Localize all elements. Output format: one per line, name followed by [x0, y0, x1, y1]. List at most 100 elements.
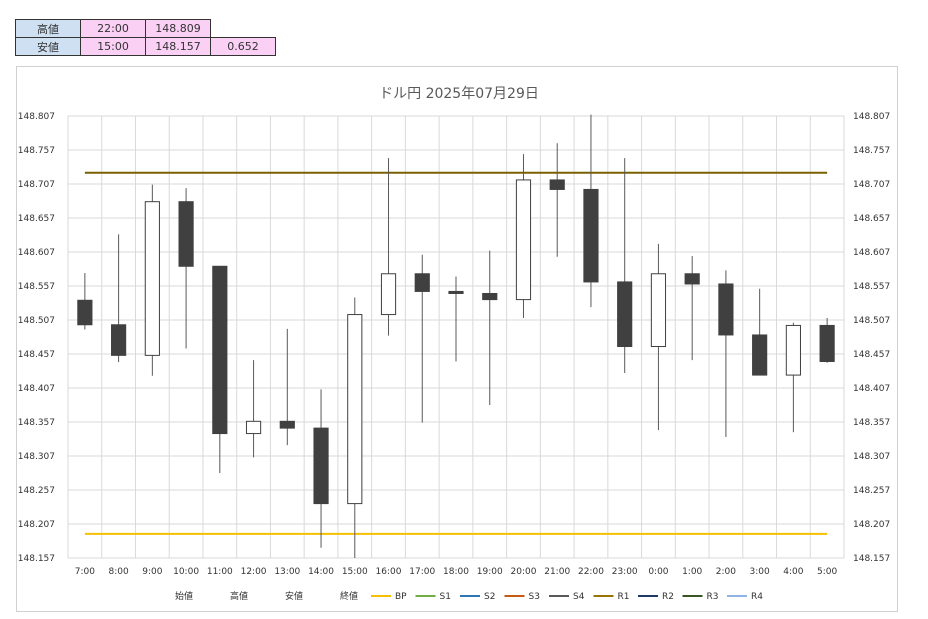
legend-text-item: 始値 [175, 590, 193, 602]
legend-label-r2: R2 [662, 592, 674, 602]
legend-label-s2: S2 [484, 592, 495, 602]
x-tick-label: 7:00 [75, 567, 95, 577]
candle-body-up [347, 314, 363, 505]
candle-body-up [785, 324, 801, 376]
y-tick-label-right: 148.207 [853, 520, 890, 530]
y-tick-label-left: 148.307 [18, 452, 55, 462]
low-value: 148.157 [145, 37, 211, 56]
candle-body-down [212, 265, 228, 435]
y-tick-label-right: 148.307 [853, 452, 890, 462]
candle-body-up [245, 420, 262, 435]
legend-label-s3: S3 [529, 592, 540, 602]
x-tick-label: 0:00 [648, 567, 668, 577]
candle-body-up [515, 179, 532, 301]
y-tick-label-left: 148.157 [18, 554, 55, 564]
y-tick-label-right: 148.157 [853, 554, 890, 564]
x-tick-label: 22:00 [578, 567, 604, 577]
y-tick-label-left: 148.407 [18, 384, 55, 394]
high-time: 22:00 [80, 19, 146, 38]
x-tick-label: 14:00 [308, 567, 334, 577]
x-tick-label: 21:00 [544, 567, 570, 577]
y-tick-label-left: 148.207 [18, 520, 55, 530]
legend-label-r3: R3 [707, 592, 719, 602]
chart-title: ドル円 2025年07月29日 [379, 86, 539, 102]
x-tick-label: 19:00 [477, 567, 503, 577]
x-tick-label: 13:00 [274, 567, 300, 577]
range-value: 0.652 [210, 37, 276, 56]
y-tick-label-right: 148.707 [853, 180, 890, 190]
legend-text-item: 終値 [340, 590, 358, 602]
legend-text-item: 安値 [285, 590, 303, 602]
candle-body-up [144, 201, 160, 356]
legend-label-bp: BP [395, 592, 407, 602]
y-tick-label-right: 148.607 [853, 248, 890, 258]
x-tick-label: 17:00 [409, 567, 435, 577]
candlestick-chart: ドル円 2025年07月29日 148.807 148.807 148.757 148… [18, 86, 890, 602]
candle-body-down [279, 420, 295, 429]
candle-body-down [583, 188, 599, 283]
candle-body-down [178, 201, 194, 267]
x-tick-label: 1:00 [682, 567, 702, 577]
x-tick-label: 23:00 [612, 567, 638, 577]
x-tick-label: 20:00 [511, 567, 537, 577]
x-tick-label: 12:00 [241, 567, 267, 577]
y-tick-label-left: 148.757 [18, 146, 55, 156]
y-tick-label-left: 148.607 [18, 248, 55, 258]
x-tick-label: 9:00 [142, 567, 162, 577]
legend-label-r1: R1 [618, 592, 630, 602]
y-tick-label-left: 148.807 [18, 112, 55, 122]
candle-body-down [684, 273, 700, 285]
x-tick-label: 4:00 [783, 567, 803, 577]
candle-body-down [313, 427, 329, 505]
x-tick-label: 11:00 [207, 567, 233, 577]
empty-cell [211, 20, 276, 38]
y-tick-label-right: 148.807 [853, 112, 890, 122]
x-tick-label: 16:00 [376, 567, 402, 577]
y-tick-label-left: 148.257 [18, 486, 55, 496]
y-tick-label-right: 148.757 [853, 146, 890, 156]
y-tick-label-left: 148.457 [18, 350, 55, 360]
chart-frame: ドル円 2025年07月29日 148.807 148.807 148.757 148… [16, 66, 898, 612]
x-tick-label: 2:00 [716, 567, 736, 577]
high-row: 高値 22:00 148.809 [15, 19, 276, 38]
candle-body-down [819, 324, 835, 362]
y-tick-label-left: 148.657 [18, 214, 55, 224]
x-tick-label: 8:00 [108, 567, 128, 577]
candle-body-up [650, 273, 667, 348]
y-tick-label-right: 148.657 [853, 214, 890, 224]
y-tick-label-right: 148.357 [853, 418, 890, 428]
y-tick-label-left: 148.507 [18, 316, 55, 326]
legend-label-r4: R4 [751, 592, 763, 602]
legend-label-s4: S4 [573, 592, 585, 602]
x-tick-label: 10:00 [173, 567, 199, 577]
x-tick-label: 5:00 [817, 567, 837, 577]
y-tick-label-left: 148.357 [18, 418, 55, 428]
candle-body-up [380, 273, 397, 316]
high-value: 148.809 [145, 19, 211, 38]
candle-body-down [77, 299, 93, 326]
y-tick-label-left: 148.707 [18, 180, 55, 190]
candle-body-down [549, 179, 565, 190]
x-tick-label: 15:00 [342, 567, 368, 577]
x-tick-label: 3:00 [750, 567, 770, 577]
summary-table: 高値 22:00 148.809 安値 15:00 148.157 0.652 [15, 19, 276, 56]
high-label: 高値 [15, 19, 81, 38]
legend-label-s1: S1 [440, 592, 451, 602]
candle-body-down [482, 292, 498, 301]
y-tick-label-right: 148.407 [853, 384, 890, 394]
low-time: 15:00 [80, 37, 146, 56]
y-tick-label-right: 148.457 [853, 350, 890, 360]
candle-body-down [617, 281, 633, 348]
y-tick-label-right: 148.257 [853, 486, 890, 496]
x-tick-label: 18:00 [443, 567, 469, 577]
y-tick-label-right: 148.557 [853, 282, 890, 292]
candle-body-down [752, 334, 768, 376]
low-label: 安値 [15, 37, 81, 56]
legend-text-item: 高値 [230, 590, 248, 602]
candle-body-down [448, 290, 464, 294]
candle-body-down [718, 283, 734, 336]
candle-body-down [414, 273, 430, 292]
low-row: 安値 15:00 148.157 0.652 [15, 37, 276, 56]
y-tick-label-right: 148.507 [853, 316, 890, 326]
y-tick-label-left: 148.557 [18, 282, 55, 292]
